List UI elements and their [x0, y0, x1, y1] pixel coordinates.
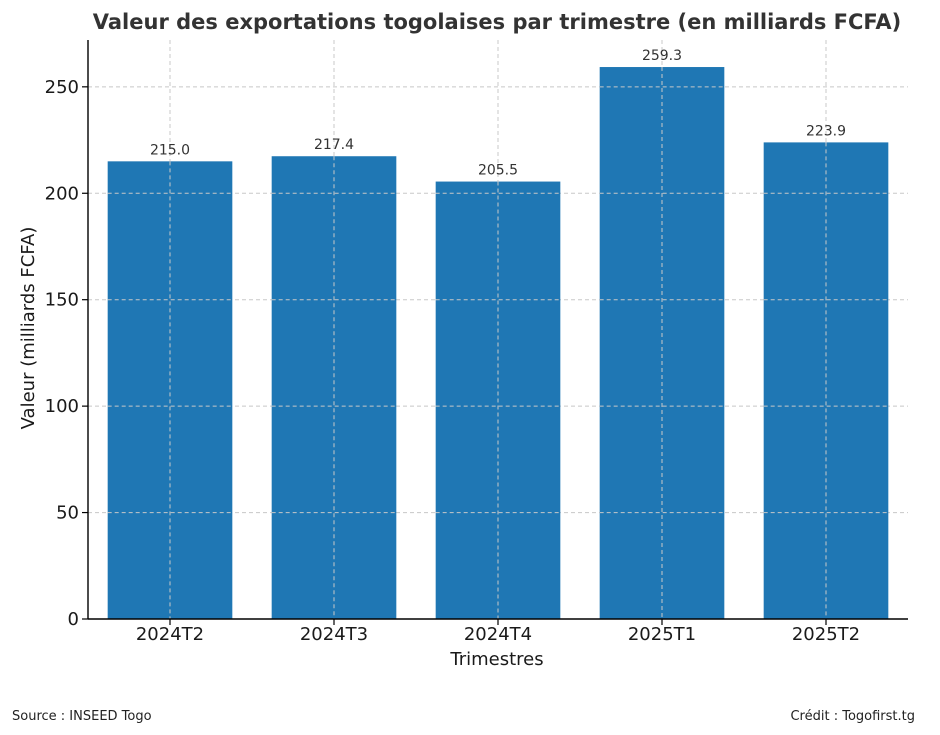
axes [82, 40, 908, 625]
x-tick-label: 2025T2 [792, 624, 860, 645]
y-tick-label: 50 [56, 503, 79, 524]
y-tick-label: 250 [45, 77, 79, 98]
x-tick-label: 2024T2 [136, 624, 204, 645]
y-tick-label: 150 [45, 290, 79, 311]
y-tick-label: 100 [45, 396, 79, 417]
bar-value-label: 259.3 [642, 48, 682, 64]
x-tick-label: 2024T3 [300, 624, 368, 645]
bar-value-label: 205.5 [478, 163, 518, 179]
chart-title: Valeur des exportations togolaises par t… [93, 10, 901, 34]
y-tick-label: 0 [68, 609, 79, 630]
x-tick-label: 2024T4 [464, 624, 532, 645]
bars [107, 67, 889, 620]
bar-value-label: 217.4 [314, 137, 354, 153]
x-axis-label: Trimestres [449, 649, 543, 670]
bar [107, 161, 233, 619]
source-note: Source : INSEED Togo [12, 709, 152, 724]
bar-value-label: 215.0 [150, 142, 190, 158]
labels: 0 50 100 150 200 250 215.0 217.4 205.5 259.3 223.9… [45, 48, 860, 645]
x-tick-label: 2025T1 [628, 624, 696, 645]
y-axis-label: Valeur (milliards FCFA) [18, 227, 39, 430]
credit-note: Crédit : Togofirst.tg [790, 709, 915, 724]
bar-chart: Valeur des exportations togolaises par t… [18, 10, 908, 670]
bar-value-label: 223.9 [806, 123, 846, 139]
y-tick-label: 200 [45, 183, 79, 204]
